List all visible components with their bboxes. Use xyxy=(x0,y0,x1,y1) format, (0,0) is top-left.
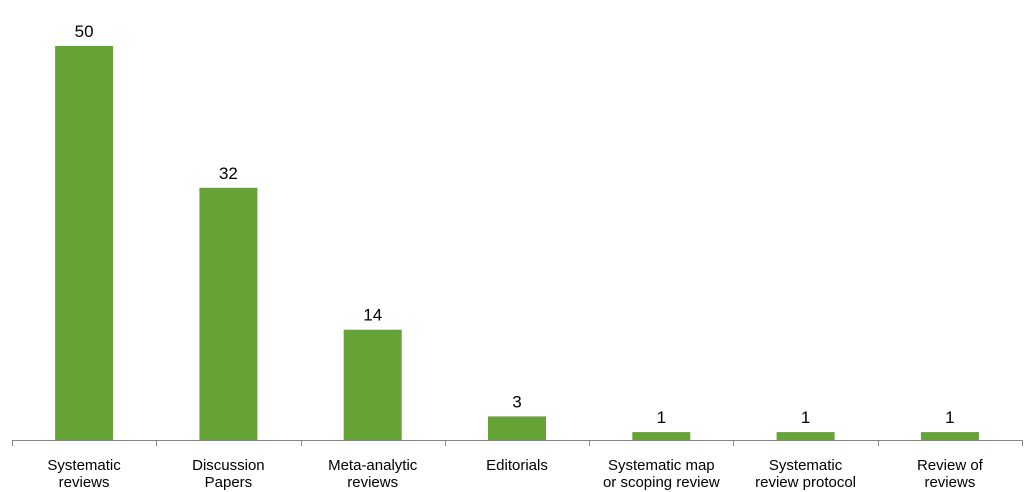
bar-value-label: 1 xyxy=(945,408,954,427)
bar xyxy=(199,187,258,440)
bar xyxy=(632,432,691,440)
bar xyxy=(343,329,402,440)
x-axis xyxy=(12,440,1023,446)
category-label: Discussion Papers xyxy=(192,457,265,491)
category-label: Systematic map or scoping review xyxy=(603,457,720,491)
category-label: Editorials xyxy=(486,457,548,474)
category-labels: Systematic reviews Discussion Papers Meta-an… xyxy=(47,457,983,491)
bar-value-label: 1 xyxy=(801,408,810,427)
bar xyxy=(776,432,835,440)
bar xyxy=(55,46,114,440)
category-label: Systematic reviews xyxy=(47,457,121,491)
value-labels: 50 32 14 3 1 1 1 xyxy=(75,22,955,427)
bar-value-label: 3 xyxy=(512,392,521,411)
bar xyxy=(920,432,979,440)
category-label: Systematic review protocol xyxy=(755,457,856,491)
bar-value-label: 1 xyxy=(657,408,666,427)
bar-value-label: 32 xyxy=(219,164,238,183)
bar xyxy=(488,416,546,440)
bar-value-label: 50 xyxy=(75,22,94,41)
category-label: Review of reviews xyxy=(917,457,984,491)
bar-value-label: 14 xyxy=(363,306,382,325)
category-label: Meta-analytic reviews xyxy=(328,457,418,491)
bars-layer xyxy=(55,46,979,440)
